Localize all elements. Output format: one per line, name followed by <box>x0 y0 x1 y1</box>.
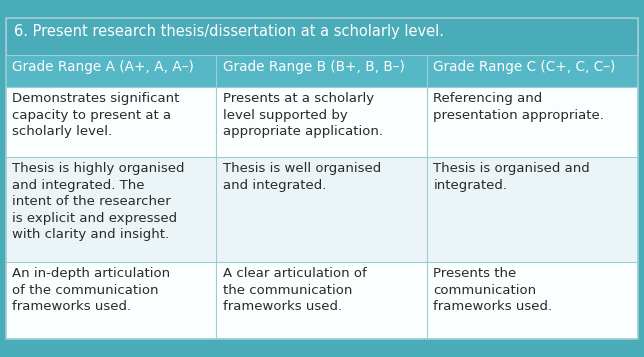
Bar <box>6 87 216 157</box>
Bar <box>6 262 216 339</box>
Text: Presents the
communication
frameworks used.: Presents the communication frameworks us… <box>433 267 553 313</box>
Text: Grade Range B (B+, B, B–): Grade Range B (B+, B, B–) <box>223 60 404 74</box>
Bar <box>216 157 427 262</box>
Text: Demonstrates significant
capacity to present at a
scholarly level.: Demonstrates significant capacity to pre… <box>12 92 180 139</box>
Text: 6. Present research thesis/dissertation at a scholarly level.: 6. Present research thesis/dissertation … <box>14 24 444 39</box>
Bar <box>6 157 216 262</box>
Bar <box>6 18 638 339</box>
Bar <box>6 55 216 87</box>
Text: Referencing and
presentation appropriate.: Referencing and presentation appropriate… <box>433 92 604 122</box>
Bar <box>427 87 638 157</box>
Text: Presents at a scholarly
level supported by
appropriate application.: Presents at a scholarly level supported … <box>223 92 383 139</box>
Text: Thesis is highly organised
and integrated. The
intent of the researcher
is expli: Thesis is highly organised and integrate… <box>12 162 185 241</box>
Text: A clear articulation of
the communication
frameworks used.: A clear articulation of the communicatio… <box>223 267 366 313</box>
Text: Grade Range A (A+, A, A–): Grade Range A (A+, A, A–) <box>12 60 194 74</box>
Bar <box>216 55 427 87</box>
Text: Grade Range C (C+, C, C–): Grade Range C (C+, C, C–) <box>433 60 616 74</box>
Text: An in-depth articulation
of the communication
frameworks used.: An in-depth articulation of the communic… <box>12 267 171 313</box>
Bar <box>427 157 638 262</box>
Bar <box>216 262 427 339</box>
Bar <box>6 18 638 55</box>
Bar <box>427 55 638 87</box>
Bar <box>427 262 638 339</box>
Bar <box>216 87 427 157</box>
Text: Thesis is well organised
and integrated.: Thesis is well organised and integrated. <box>223 162 381 192</box>
Text: Thesis is organised and
integrated.: Thesis is organised and integrated. <box>433 162 590 192</box>
